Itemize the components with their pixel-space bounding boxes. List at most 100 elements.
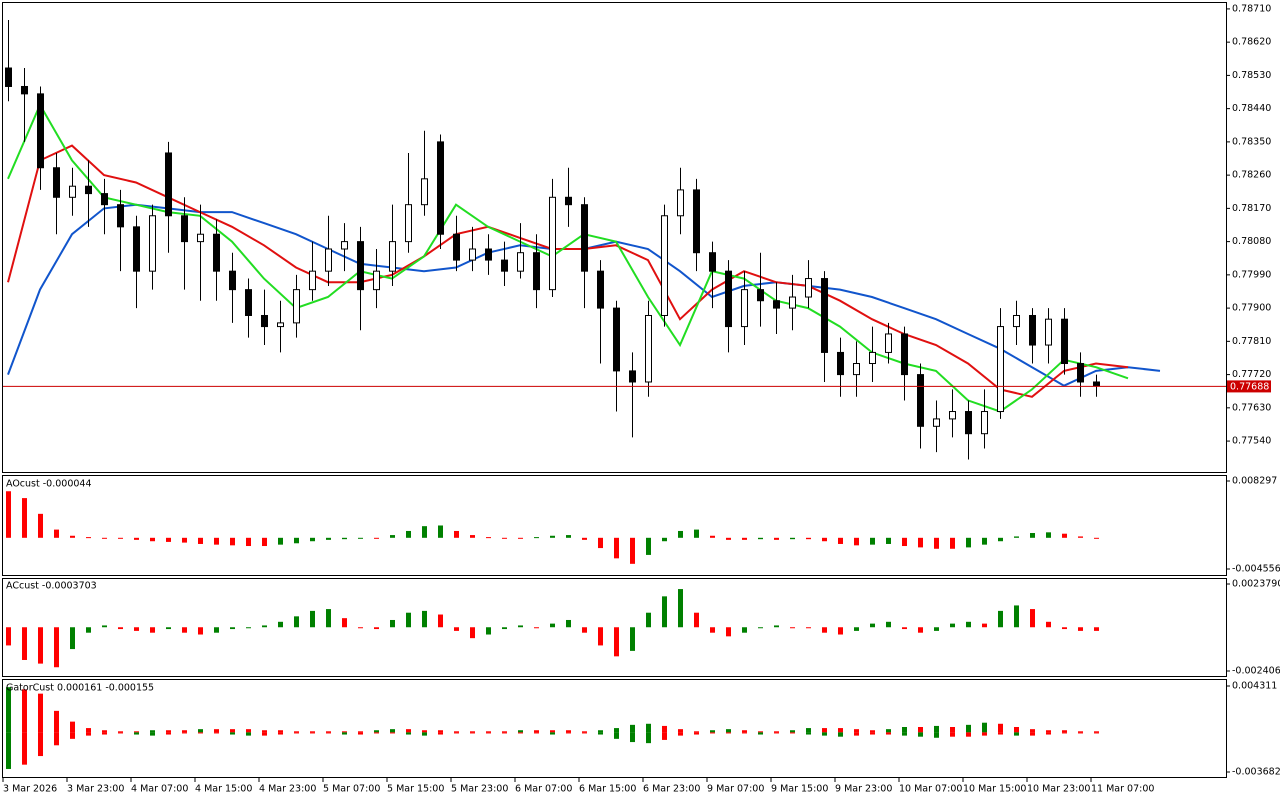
y-tick-label: 0.78440 [1232,103,1271,114]
gator-upper-bar [150,730,155,733]
candle-body [1013,314,1020,328]
histogram-bar [422,526,427,538]
histogram-bar [1062,627,1067,630]
gator-lower-bar [582,732,587,734]
histogram-bar [950,537,955,549]
histogram-bar [678,530,683,538]
candle-body [581,204,588,272]
histogram-bar [390,619,395,628]
candle-body [901,333,908,376]
candle-body [597,270,604,309]
histogram-bar [838,627,843,635]
candle-body [917,374,924,427]
candle-body [501,259,508,272]
gator-lower-bar [86,732,91,736]
histogram-bar [182,537,187,543]
histogram-bar [662,596,667,628]
gator-lower-bar [326,732,331,734]
gator-lower-bar [438,732,443,735]
gator-upper-bar [278,730,283,733]
gator-lower-bar [54,732,59,746]
candle-body [117,204,124,228]
y-tick-label: 0.0023790 [1232,579,1280,590]
histogram-bar [1078,536,1083,538]
histogram-bar [422,610,427,628]
candle-body [981,411,988,435]
panel-title: GatorCust 0.000161 -0.000155 [6,683,154,694]
histogram-bar [966,621,971,628]
candle-body [101,193,108,206]
histogram-bar [742,537,747,540]
histogram-bar [854,627,859,631]
gator-lower-bar [742,732,747,734]
gator-lower-bar [550,732,555,735]
histogram-bar [134,537,139,540]
gator-lower-bar [1062,732,1067,734]
y-tick-label: 0.78080 [1232,236,1271,247]
gator-lower-bar [502,732,507,734]
histogram-bar [6,627,11,646]
histogram-bar [230,537,235,546]
histogram-bar [518,625,523,628]
gator-upper-bar [134,731,139,733]
gator-upper-bar [934,725,939,733]
candle-body [341,241,348,250]
gator-lower-bar [710,732,715,734]
gator-upper-bar [310,731,315,733]
gator-lower-bar [534,732,539,734]
histogram-bar [438,614,443,628]
candle-body [933,418,940,427]
histogram-bar [822,537,827,542]
y-tick-label: 0.77540 [1232,436,1271,447]
gator-lower-bar [310,732,315,734]
candle-body [517,252,524,272]
gator-upper-bar [998,723,1003,733]
histogram-bar [86,627,91,633]
histogram-bar [838,537,843,544]
histogram-bar [486,627,491,635]
histogram-bar [966,537,971,548]
histogram-bar [822,627,827,633]
gator-lower-bar [1078,732,1083,734]
histogram-bar [262,625,267,628]
candle-body [197,233,204,243]
gator-upper-bar [710,730,715,733]
gator-upper-bar [262,730,267,733]
gator-upper-bar [726,729,731,733]
histogram-bar [934,627,939,631]
gator-lower-bar [1014,732,1019,736]
candle-body [709,252,716,272]
histogram-bar [534,537,539,539]
histogram-bar [774,537,779,540]
gator-lower-bar [390,732,395,734]
histogram-bar [630,627,635,651]
histogram-bar [470,627,475,639]
gator-upper-bar [678,729,683,733]
candle-body [789,296,796,309]
histogram-bar [118,537,123,539]
gator-lower-bar [630,732,635,743]
histogram-bar [886,537,891,544]
x-tick-label: 6 Mar 23:00 [643,784,700,795]
gator-upper-bar [534,730,539,733]
histogram-bar [54,529,59,538]
gator-upper-bar [6,687,11,733]
candle-body [693,189,700,254]
histogram-bar [54,627,59,668]
histogram-bar [406,612,411,628]
candle-body [1029,314,1036,346]
histogram-bar [342,537,347,540]
alligator-line [7,144,1129,398]
candle-body [149,215,156,272]
histogram-bar [982,537,987,545]
candle-body [229,270,236,291]
gator-upper-bar [742,730,747,733]
gator-lower-bar [486,732,491,734]
histogram-bar [86,537,91,539]
gator-lower-bar [38,732,43,757]
y-tick-label: 0.78350 [1232,136,1271,147]
candle-body [389,241,396,272]
gator-upper-bar [182,730,187,733]
histogram-bar [870,537,875,545]
candle-body [725,270,732,328]
